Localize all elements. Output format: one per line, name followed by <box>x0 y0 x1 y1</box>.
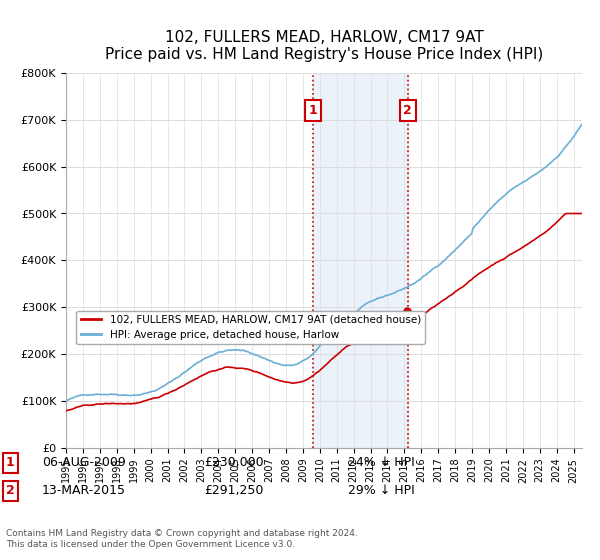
Text: £230,000: £230,000 <box>204 456 263 469</box>
Text: 29% ↓ HPI: 29% ↓ HPI <box>348 484 415 497</box>
Text: Contains HM Land Registry data © Crown copyright and database right 2024.
This d: Contains HM Land Registry data © Crown c… <box>6 529 358 549</box>
Title: 102, FULLERS MEAD, HARLOW, CM17 9AT
Price paid vs. HM Land Registry's House Pric: 102, FULLERS MEAD, HARLOW, CM17 9AT Pric… <box>105 30 543 62</box>
Point <box>403 307 412 316</box>
Text: 24% ↓ HPI: 24% ↓ HPI <box>348 456 415 469</box>
Point <box>308 335 317 344</box>
Text: 13-MAR-2015: 13-MAR-2015 <box>42 484 126 497</box>
Legend: 102, FULLERS MEAD, HARLOW, CM17 9AT (detached house), HPI: Average price, detach: 102, FULLERS MEAD, HARLOW, CM17 9AT (det… <box>76 311 425 344</box>
Text: 06-AUG-2009: 06-AUG-2009 <box>42 456 126 469</box>
Bar <box>313 73 408 448</box>
Text: 1: 1 <box>6 456 15 469</box>
Text: 2: 2 <box>403 104 412 117</box>
Text: 2: 2 <box>6 484 15 497</box>
Text: 1: 1 <box>308 104 317 117</box>
Text: £291,250: £291,250 <box>204 484 263 497</box>
